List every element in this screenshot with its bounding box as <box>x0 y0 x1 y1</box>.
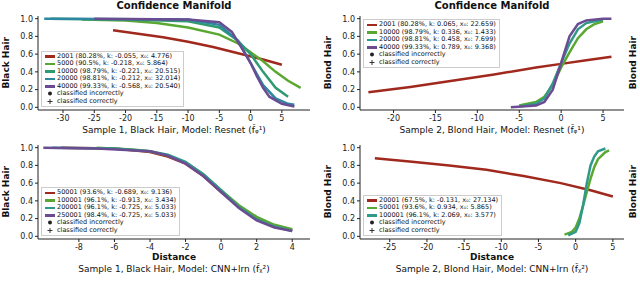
html-text:Blond Hair: Blond Hair <box>628 165 638 219</box>
html-text:classified incorrectly: classified incorrectly <box>57 89 124 97</box>
svg-text:0.8: 0.8 <box>20 32 33 41</box>
html-text:40000 (99.33%, k: -0.568, x₀:: 40000 (99.33%, k: -0.568, x₀: 20.540) <box>57 81 181 90</box>
html-text:classified incorrectly: classified incorrectly <box>57 218 124 226</box>
html-text:20000 (98.81%, k: -0.212, x₀:: 20000 (98.81%, k: -0.212, x₀: 32.014) <box>57 74 181 82</box>
html-text:2001 (80.28%, k: -0.055, x₀: 4: 2001 (80.28%, k: -0.055, x₀: 4.776) <box>57 51 172 60</box>
svg-text:-30: -30 <box>56 114 69 123</box>
html-text:100001 (96.1%, k: 2.069, x₀: 3: 100001 (96.1%, k: 2.069, x₀: 3.577) <box>379 210 496 219</box>
svg-text:-10: -10 <box>182 114 195 123</box>
html-text:20001 (67.5%, k: -0.131, x₀: 2: 20001 (67.5%, k: -0.131, x₀: 27.134) <box>379 195 499 204</box>
svg-text:-4: -4 <box>146 243 154 252</box>
html-text:200001 (96.1%, k: -0.725, x₀:: 200001 (96.1%, k: -0.725, x₀: 5.033) <box>57 203 177 211</box>
svg-text:0.4: 0.4 <box>342 197 355 206</box>
svg-text:-10: -10 <box>471 114 484 123</box>
svg-text:0: 0 <box>573 243 578 252</box>
svg-text:2: 2 <box>254 243 259 252</box>
svg-text:0.6: 0.6 <box>20 50 33 59</box>
html-text:classified incorrectly: classified incorrectly <box>379 218 446 226</box>
svg-text:-20: -20 <box>387 114 400 123</box>
html-text:10000 (98.79%, k: 0.336, x₀: 1: 10000 (98.79%, k: 0.336, x₀: 1.433) <box>379 27 496 36</box>
html-text:classified correctly: classified correctly <box>379 225 440 234</box>
svg-text:0.2: 0.2 <box>20 85 33 94</box>
html-text:Black Hair: Black Hair <box>1 37 11 89</box>
svg-text:0.2: 0.2 <box>20 214 33 223</box>
html-text:classified correctly: classified correctly <box>379 57 440 66</box>
svg-text:0.4: 0.4 <box>342 68 355 77</box>
svg-text:0.0: 0.0 <box>20 232 33 241</box>
svg-text:0.0: 0.0 <box>342 232 355 241</box>
svg-text:-5: -5 <box>534 243 542 252</box>
svg-text:1.0: 1.0 <box>342 144 355 153</box>
svg-text:-15: -15 <box>429 114 442 123</box>
svg-text:0.8: 0.8 <box>342 161 355 170</box>
svg-text:0.4: 0.4 <box>20 197 33 206</box>
svg-text:5: 5 <box>610 243 615 252</box>
svg-text:0.2: 0.2 <box>342 214 355 223</box>
svg-text:0.4: 0.4 <box>20 68 33 77</box>
svg-text:0: 0 <box>559 114 564 123</box>
html-text:50001 (93.6%, k: 0.934, x₀: 5.: 50001 (93.6%, k: 0.934, x₀: 5.865) <box>379 203 492 211</box>
svg-text:-25: -25 <box>383 243 396 252</box>
html-text:Sample 2, Blond Hair, Model: R: Sample 2, Blond Hair, Model: Resnet (f̂ᵩ… <box>399 125 585 135</box>
html-text:Sample 2, Blond Hair, Model: C: Sample 2, Blond Hair, Model: CNN+lrn (f̂… <box>395 264 589 274</box>
svg-text:-2: -2 <box>182 243 190 252</box>
html-text:2001 (80.28%, k: 0.065, x₀: 22: 2001 (80.28%, k: 0.065, x₀: 22.659) <box>379 20 496 28</box>
html-text:Confidence Manifold: Confidence Manifold <box>116 0 232 11</box>
svg-text:0.6: 0.6 <box>342 179 355 188</box>
svg-text:0: 0 <box>248 114 253 123</box>
svg-text:-15: -15 <box>458 243 471 252</box>
svg-text:5: 5 <box>279 114 284 123</box>
svg-text:0.0: 0.0 <box>342 103 355 112</box>
html-text:Distance: Distance <box>151 252 197 262</box>
svg-text:0: 0 <box>219 243 224 252</box>
svg-text:-10: -10 <box>495 243 508 252</box>
svg-text:0.2: 0.2 <box>342 85 355 94</box>
svg-text:-15: -15 <box>150 114 163 123</box>
svg-text:-5: -5 <box>215 114 223 123</box>
html-text:20000 (98.81%, k: 0.458, x₀: 7: 20000 (98.81%, k: 0.458, x₀: 7.699) <box>379 35 496 43</box>
svg-text:1.0: 1.0 <box>342 15 355 24</box>
svg-text:1.0: 1.0 <box>20 15 33 24</box>
svg-text:0.0: 0.0 <box>20 103 33 112</box>
svg-text:-25: -25 <box>88 114 101 123</box>
html-text:classified correctly: classified correctly <box>57 96 118 105</box>
html-text:250001 (98.4%, k: -0.725, x₀:: 250001 (98.4%, k: -0.725, x₀: 5.033) <box>57 210 177 219</box>
svg-text:5: 5 <box>601 114 606 123</box>
svg-text:0.6: 0.6 <box>342 50 355 59</box>
svg-text:4: 4 <box>290 243 295 252</box>
html-text:50001 (93.6%, k: -0.689, x₀: 9: 50001 (93.6%, k: -0.689, x₀: 9.136) <box>57 188 172 196</box>
html-text:Blond Hair: Blond Hair <box>323 36 333 90</box>
svg-text:-20: -20 <box>420 243 433 252</box>
svg-text:-5: -5 <box>515 114 523 123</box>
svg-text:0.8: 0.8 <box>342 32 355 41</box>
html-text:classified incorrectly: classified incorrectly <box>379 50 446 58</box>
html-text:5000 (90.5%, k: -0.218, x₀: 5.: 5000 (90.5%, k: -0.218, x₀: 5.864) <box>57 59 168 67</box>
svg-text:1.0: 1.0 <box>20 144 33 153</box>
svg-text:0.8: 0.8 <box>20 161 33 170</box>
html-text:Sample 1, Black Hair, Model: C: Sample 1, Black Hair, Model: CNN+lrn (f̂… <box>78 264 270 274</box>
html-text:Black Hair: Black Hair <box>1 166 11 218</box>
html-text:Distance: Distance <box>469 252 515 262</box>
html-text:Blond Hair: Blond Hair <box>323 165 333 219</box>
svg-text:-20: -20 <box>119 114 132 123</box>
svg-text:-6: -6 <box>110 243 118 252</box>
html-text:10000 (98.79%, k: -0.221, x₀:: 10000 (98.79%, k: -0.221, x₀: 20.515) <box>57 66 181 75</box>
html-text:classified correctly: classified correctly <box>57 225 118 234</box>
html-text:Blond Hair: Blond Hair <box>628 36 638 90</box>
html-text:Confidence Manifold: Confidence Manifold <box>434 0 550 11</box>
svg-text:0.6: 0.6 <box>20 179 33 188</box>
svg-text:-8: -8 <box>75 243 83 252</box>
html-text:40000 (99.33%, k: 0.789, x₀: 9: 40000 (99.33%, k: 0.789, x₀: 9.368) <box>379 42 496 51</box>
html-text:100001 (96.1%, k: -0.913, x₀:: 100001 (96.1%, k: -0.913, x₀: 3.434) <box>57 195 177 204</box>
html-text:Sample 1, Black Hair, Model: R: Sample 1, Black Hair, Model: Resnet (f̂ᵩ… <box>82 125 266 135</box>
